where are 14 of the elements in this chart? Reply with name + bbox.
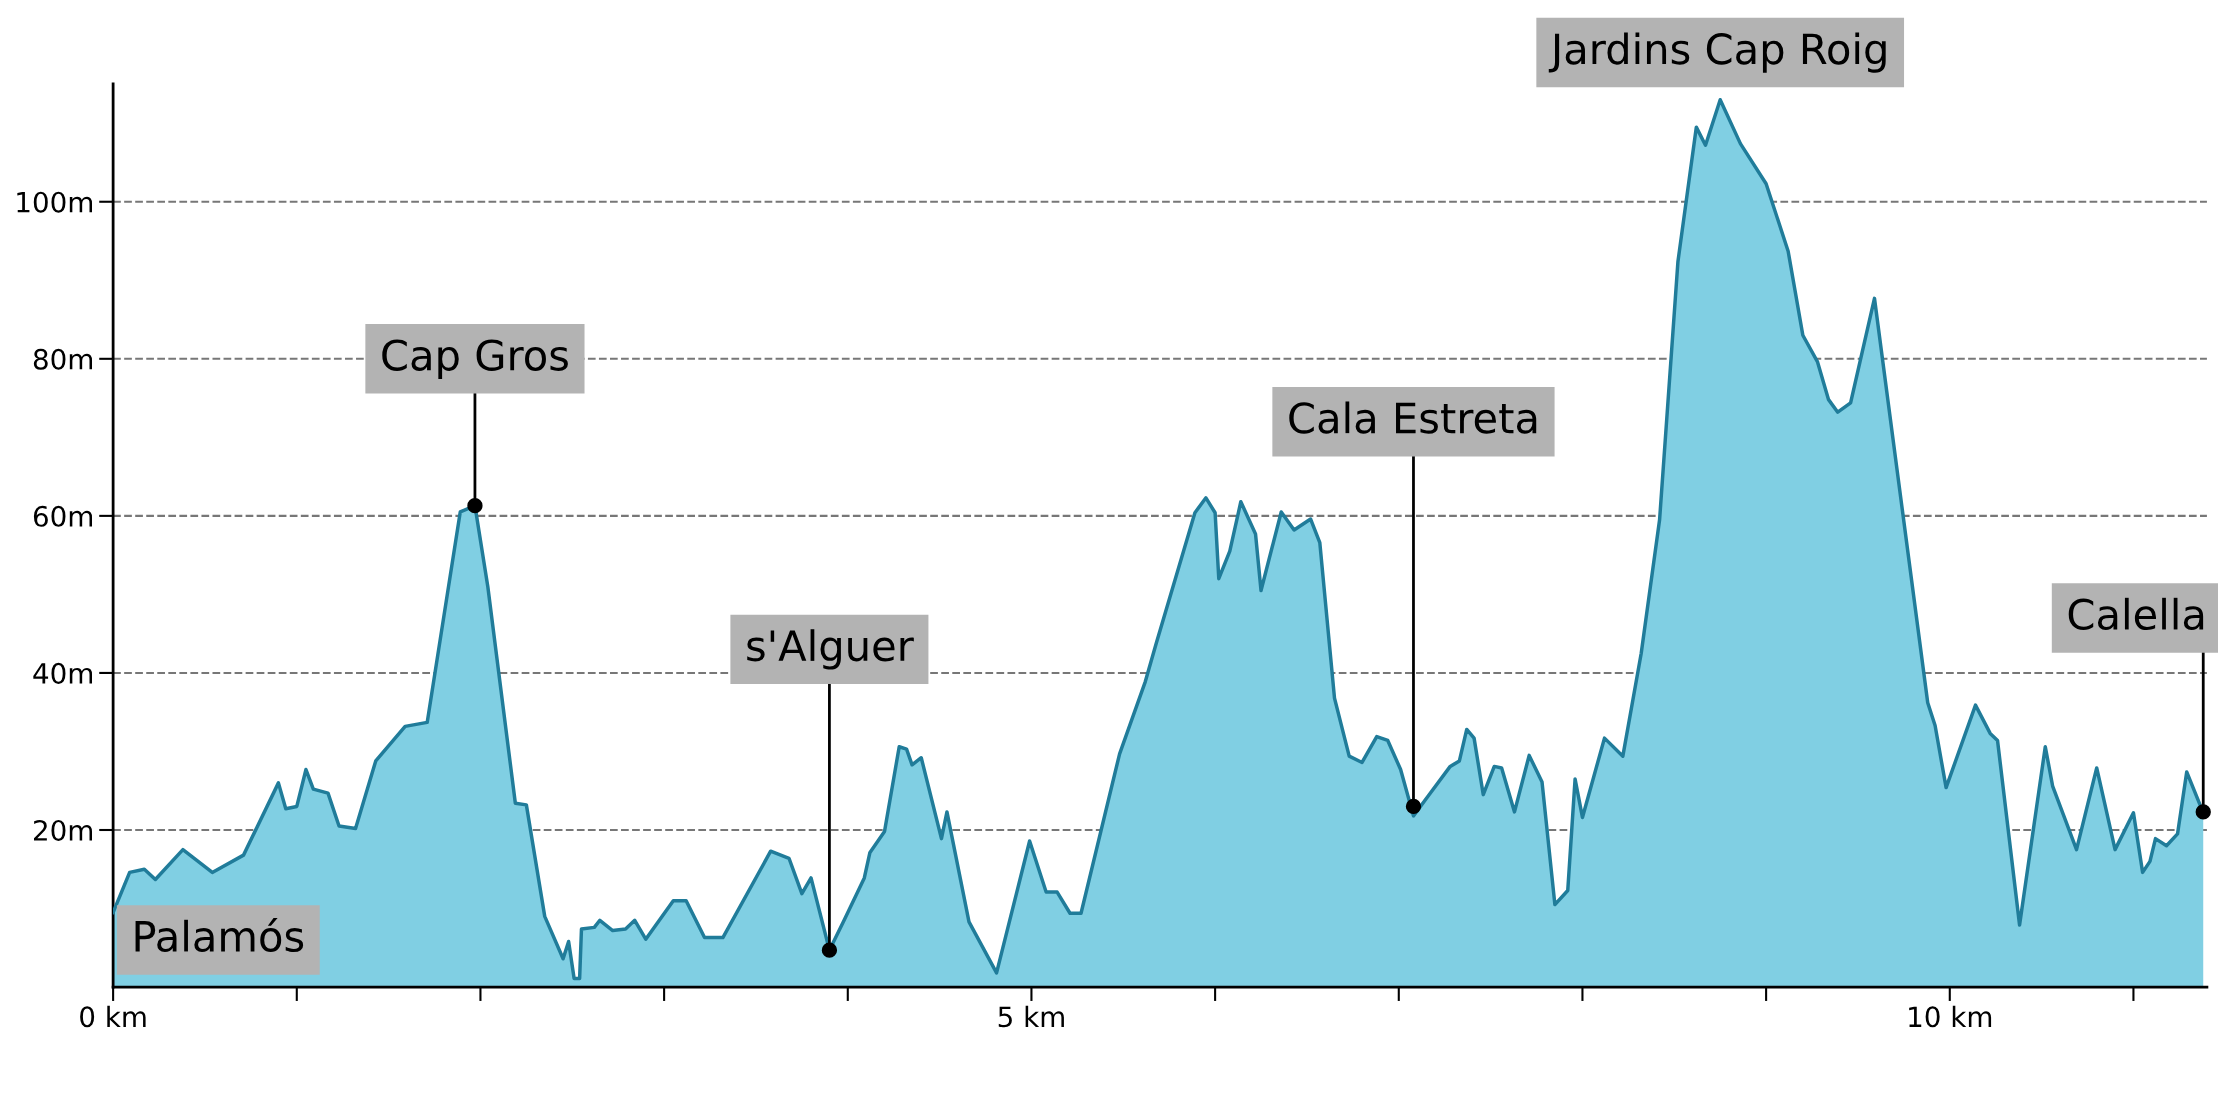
x-tick-label: 5 km	[998, 1005, 1064, 1028]
x-tick-label: 10 km	[1909, 1005, 1992, 1028]
x-tick-label: 0 km	[80, 1005, 146, 1028]
annotation: Calella	[2068, 597, 2204, 631]
y-tick-label: 80m	[33, 348, 93, 370]
annotation: Cap Gros	[382, 339, 568, 379]
y-tick-label: 20m	[34, 819, 93, 841]
y-tick-label: 100m	[17, 191, 93, 213]
annotation: Jardins Cap Roig	[1548, 32, 1886, 73]
y-tick-label: 40m	[33, 662, 93, 684]
annotation: Cala Estreta	[1289, 401, 1537, 434]
y-tick-label: 60m	[33, 505, 93, 527]
annotation: Palamós	[135, 918, 304, 953]
annotation: s'Alguer	[747, 629, 914, 670]
